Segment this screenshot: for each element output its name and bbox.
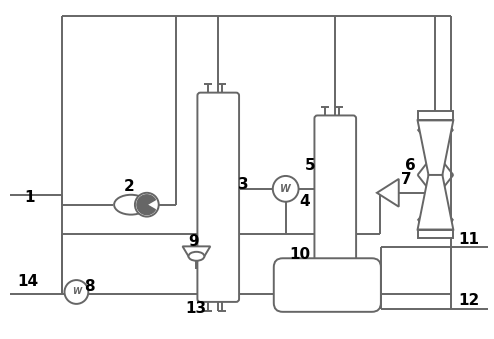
Text: 9: 9 (189, 234, 199, 249)
Text: W: W (72, 287, 81, 297)
Text: 4: 4 (299, 194, 310, 209)
Ellipse shape (114, 195, 148, 215)
Text: 1: 1 (24, 190, 35, 205)
FancyBboxPatch shape (315, 116, 356, 278)
Circle shape (65, 280, 88, 304)
Text: 6: 6 (405, 158, 415, 173)
Text: 11: 11 (458, 232, 479, 247)
Text: 3: 3 (238, 177, 248, 192)
Text: 5: 5 (304, 158, 315, 173)
Polygon shape (182, 246, 210, 256)
Text: 8: 8 (84, 279, 95, 294)
Polygon shape (417, 120, 453, 175)
Circle shape (135, 193, 159, 217)
FancyBboxPatch shape (274, 258, 381, 312)
Text: 2: 2 (124, 179, 135, 194)
Text: 14: 14 (17, 274, 38, 288)
FancyBboxPatch shape (198, 93, 239, 302)
Bar (417, 230, 453, 238)
Polygon shape (137, 195, 156, 215)
Text: 12: 12 (458, 294, 480, 308)
Ellipse shape (189, 252, 205, 261)
Text: W: W (280, 184, 291, 194)
Text: 7: 7 (401, 173, 412, 187)
Circle shape (273, 176, 298, 202)
Text: 10: 10 (289, 247, 311, 262)
Text: 13: 13 (186, 301, 206, 316)
Polygon shape (377, 179, 399, 207)
Polygon shape (417, 175, 453, 230)
Bar (417, 112, 453, 120)
